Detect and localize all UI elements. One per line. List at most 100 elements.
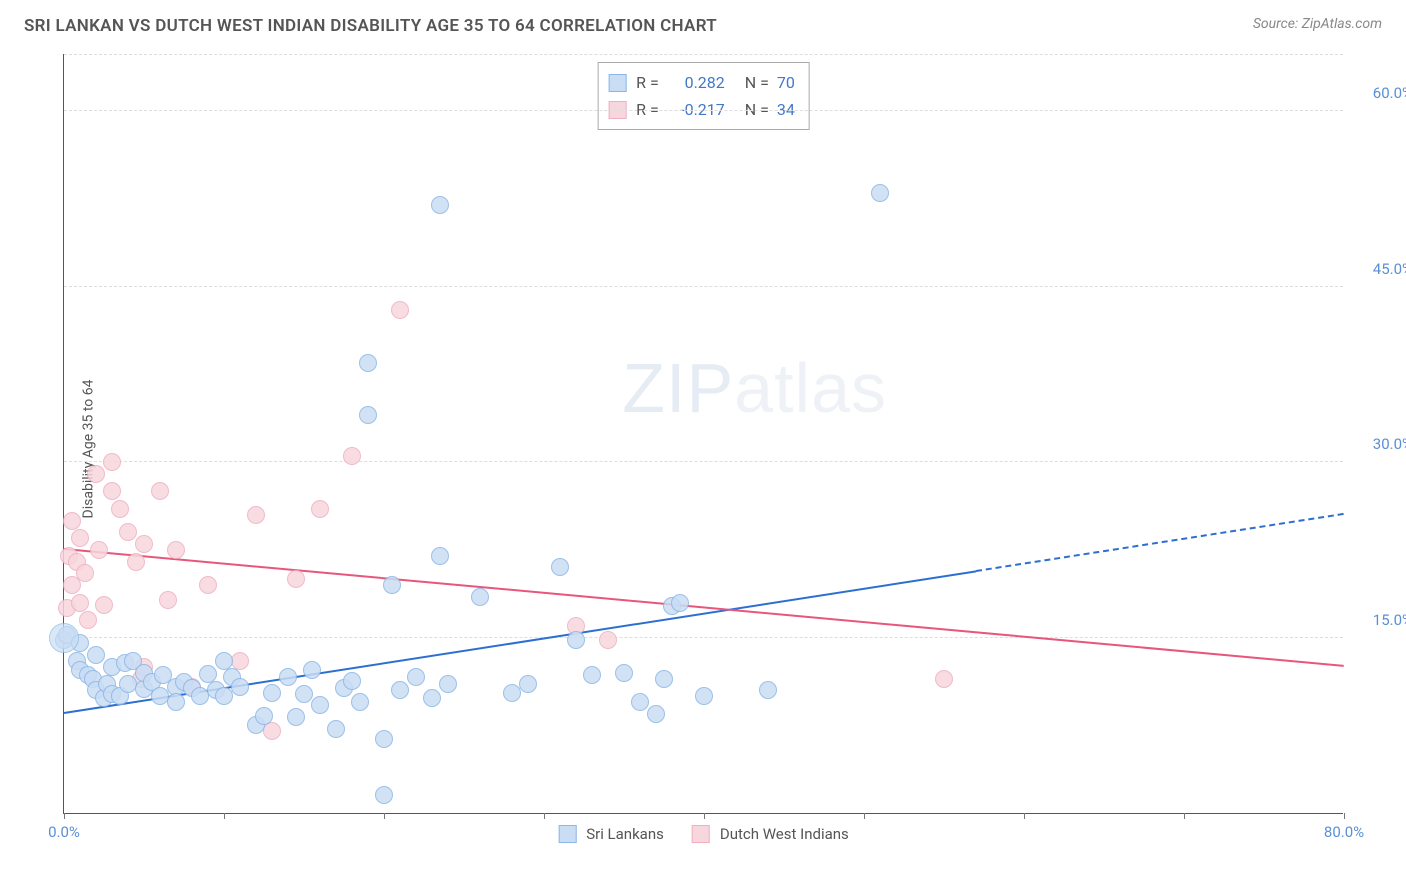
data-point: [79, 611, 97, 629]
legend-label-1: Sri Lankans: [586, 825, 664, 843]
legend-swatch-2: [692, 825, 710, 843]
plot-region: ZIPatlas R = 0.282 N = 70 R = -0.217 N =…: [63, 54, 1343, 814]
data-point: [551, 558, 569, 576]
x-tick-mark: [864, 813, 865, 819]
data-point: [295, 685, 313, 703]
data-point: [287, 708, 305, 726]
x-tick-mark: [64, 813, 65, 819]
x-tick-mark: [224, 813, 225, 819]
data-point: [255, 707, 273, 725]
data-point: [391, 681, 409, 699]
data-point: [159, 591, 177, 609]
data-point: [87, 646, 105, 664]
data-point: [647, 705, 665, 723]
data-point: [471, 588, 489, 606]
data-point: [359, 354, 377, 372]
data-point: [871, 184, 889, 202]
data-point: [303, 661, 321, 679]
watermark: ZIPatlas: [622, 348, 887, 428]
data-point: [287, 570, 305, 588]
data-point: [655, 670, 673, 688]
data-point: [359, 406, 377, 424]
data-point: [343, 672, 361, 690]
data-point: [759, 681, 777, 699]
n-value-1: 70: [777, 69, 795, 96]
chart-area: Disability Age 35 to 64 ZIPatlas R = 0.2…: [13, 44, 1393, 854]
data-point: [167, 693, 185, 711]
y-tick-label: 60.0%: [1353, 84, 1406, 102]
x-tick-label: 0.0%: [48, 823, 80, 841]
data-point: [263, 722, 281, 740]
r-label-1: R =: [636, 69, 659, 96]
data-point: [111, 500, 129, 518]
y-tick-label: 15.0%: [1353, 611, 1406, 629]
data-point: [76, 564, 94, 582]
x-tick-mark: [1024, 813, 1025, 819]
x-tick-mark: [1184, 813, 1185, 819]
data-point: [167, 541, 185, 559]
watermark-zip: ZIP: [622, 349, 734, 427]
data-point: [231, 678, 249, 696]
legend-swatch-1: [558, 825, 576, 843]
x-tick-mark: [1344, 813, 1345, 819]
data-point-large: [49, 623, 79, 653]
data-point: [439, 675, 457, 693]
data-point: [671, 594, 689, 612]
data-point: [351, 693, 369, 711]
data-point: [327, 720, 345, 738]
data-point: [87, 465, 105, 483]
data-point: [215, 687, 233, 705]
data-point: [215, 652, 233, 670]
gridline: [64, 110, 1343, 111]
x-tick-mark: [384, 813, 385, 819]
data-point: [407, 668, 425, 686]
data-point: [119, 523, 137, 541]
x-tick-mark: [544, 813, 545, 819]
data-point: [935, 670, 953, 688]
data-point: [311, 696, 329, 714]
data-point: [695, 687, 713, 705]
data-point: [343, 447, 361, 465]
data-point: [95, 596, 113, 614]
data-point: [431, 196, 449, 214]
data-point: [247, 506, 265, 524]
data-point: [127, 553, 145, 571]
data-point: [71, 594, 89, 612]
correlation-row-1: R = 0.282 N = 70: [608, 69, 795, 96]
data-point: [599, 631, 617, 649]
data-point: [375, 786, 393, 804]
chart-header: SRI LANKAN VS DUTCH WEST INDIAN DISABILI…: [0, 0, 1406, 44]
n-label-1: N =: [745, 69, 769, 96]
gridline: [64, 461, 1343, 462]
legend: Sri Lankans Dutch West Indians: [558, 825, 849, 843]
y-tick-label: 30.0%: [1353, 435, 1406, 453]
r-value-1: 0.282: [667, 69, 725, 96]
gridline: [64, 637, 1343, 638]
data-point: [615, 664, 633, 682]
data-point: [71, 529, 89, 547]
data-point: [431, 547, 449, 565]
data-point: [263, 684, 281, 702]
legend-item-2: Dutch West Indians: [692, 825, 849, 843]
gridline: [64, 286, 1343, 287]
y-tick-label: 45.0%: [1353, 260, 1406, 278]
data-point: [103, 482, 121, 500]
x-tick-label: 80.0%: [1324, 823, 1364, 841]
data-point: [519, 675, 537, 693]
data-point: [279, 668, 297, 686]
data-point: [199, 576, 217, 594]
data-point: [231, 652, 249, 670]
data-point: [423, 689, 441, 707]
data-point: [631, 693, 649, 711]
data-point: [199, 665, 217, 683]
gridline: [64, 54, 1343, 55]
swatch-series-1: [608, 74, 626, 92]
chart-source: Source: ZipAtlas.com: [1253, 16, 1382, 32]
data-point: [567, 631, 585, 649]
chart-title: SRI LANKAN VS DUTCH WEST INDIAN DISABILI…: [24, 16, 717, 36]
data-point: [103, 453, 121, 471]
trend-line: [64, 548, 1344, 667]
trend-line: [976, 513, 1344, 572]
data-point: [63, 512, 81, 530]
data-point: [90, 541, 108, 559]
